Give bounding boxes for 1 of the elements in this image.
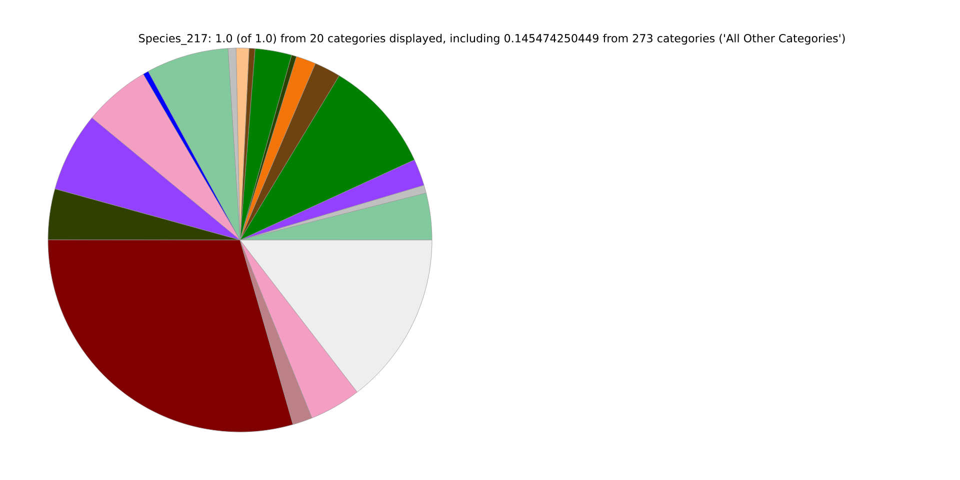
text: Species_217: 1.0 (of 1.0) from 20 categories displayed, including 0.145474250449 from 273 categories ('All Other Categories')	[139, 34, 845, 45]
